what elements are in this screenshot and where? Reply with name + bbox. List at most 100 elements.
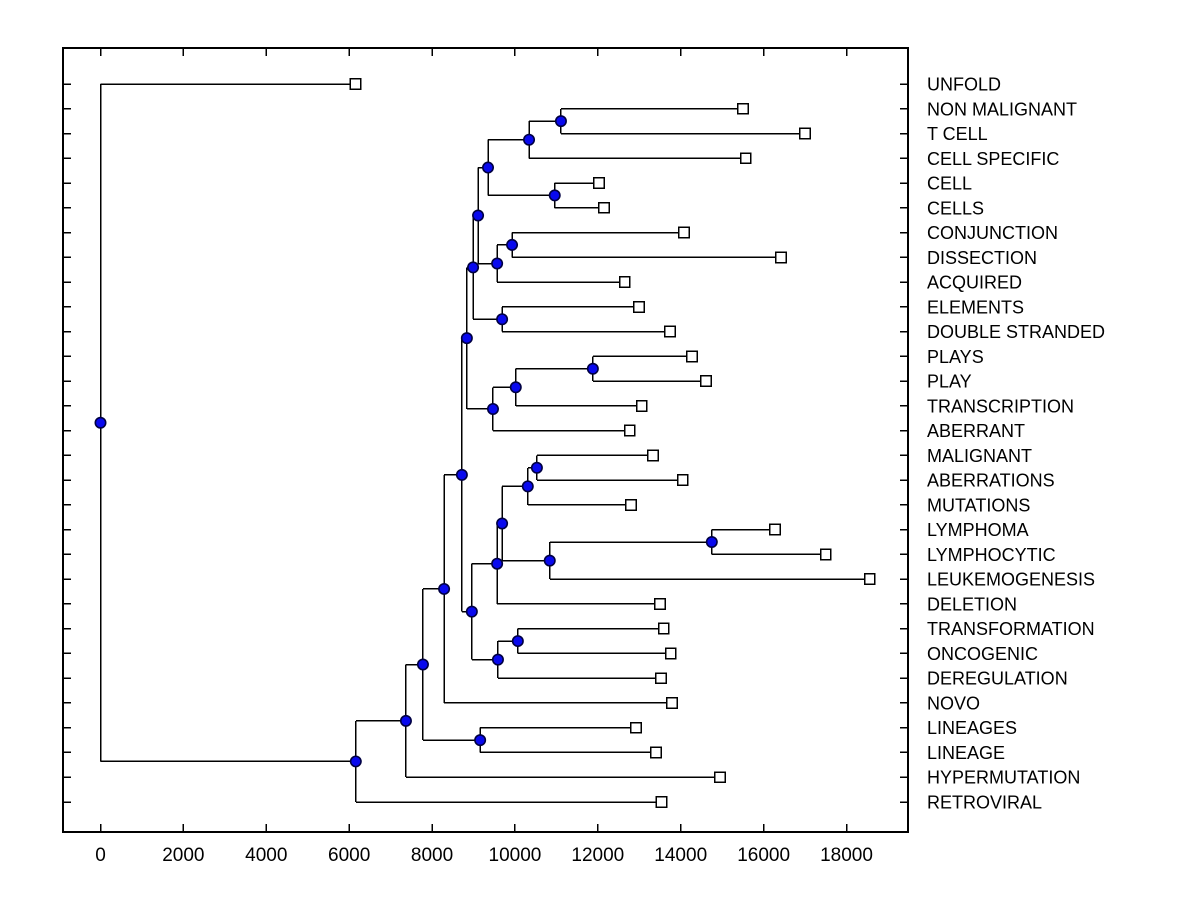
leaf-node-marker — [819, 548, 832, 561]
leaf-label: DOUBLE STRANDED — [927, 322, 1105, 342]
leaf-node-marker — [654, 597, 666, 610]
leaf-node-marker — [647, 449, 659, 462]
leaf-label: ONCOGENIC — [927, 644, 1038, 664]
branch-node-marker — [438, 582, 451, 595]
leaf-label: LINEAGE — [927, 743, 1005, 763]
branch-node-marker — [472, 209, 485, 222]
branch-node-marker — [496, 313, 509, 326]
leaf-node-marker — [736, 102, 749, 115]
x-tick-label: 10000 — [489, 845, 542, 866]
branch-node-marker — [521, 480, 534, 493]
leaf-label: T CELL — [927, 124, 988, 144]
leaf-node-marker — [676, 474, 689, 487]
x-tick-label: 4000 — [245, 845, 287, 866]
branch-node-marker — [486, 402, 499, 415]
leaf-node-marker — [714, 771, 727, 784]
leaf-node-marker — [625, 498, 637, 511]
leaf-node-marker — [775, 251, 787, 264]
leaf-label: UNFOLD — [927, 75, 1001, 95]
branch-node-marker — [467, 261, 480, 274]
branch-node-marker — [465, 605, 478, 618]
leaf-node-marker — [635, 399, 648, 412]
branch-node-marker — [482, 161, 495, 174]
leaf-label: DISSECTION — [927, 248, 1037, 268]
x-tick-label: 0 — [95, 845, 106, 866]
leaf-node-marker — [685, 350, 698, 363]
leaf-node-marker — [655, 796, 668, 808]
x-tick-label: 8000 — [411, 845, 453, 866]
branch-node-marker — [491, 653, 504, 666]
branch-node-marker — [496, 517, 509, 530]
leaf-label: LYMPHOCYTIC — [927, 545, 1056, 565]
leaf-node-marker — [632, 300, 645, 313]
leaf-label: LYMPHOMA — [927, 520, 1029, 540]
branch-node-marker — [416, 658, 429, 671]
leaf-node-marker — [593, 177, 606, 189]
leaf-label: CELLS — [927, 198, 984, 218]
branch-node-marker — [554, 115, 567, 128]
leaf-node-marker — [630, 721, 642, 734]
leaf-node-marker — [666, 697, 678, 709]
branch-node-marker — [548, 189, 561, 202]
leaf-node-marker — [654, 672, 667, 685]
x-tick-label: 2000 — [162, 845, 204, 866]
leaf-label: ABERRANT — [927, 421, 1025, 441]
leaf-label: ACQUIRED — [927, 273, 1022, 293]
branch-node-marker — [586, 362, 599, 375]
branch-node-marker — [491, 257, 504, 270]
leaf-label: TRANSFORMATION — [927, 619, 1095, 639]
leaf-label: LEUKEMOGENESIS — [927, 570, 1095, 590]
leaf-label: MUTATIONS — [927, 495, 1030, 515]
leaf-label: MALIGNANT — [927, 446, 1032, 466]
leaf-node-marker — [664, 647, 677, 660]
leaf-label: LINEAGES — [927, 718, 1017, 738]
leaf-label: HYPERMUTATION — [927, 768, 1080, 788]
branch-node-marker — [460, 332, 473, 345]
leaf-label: ELEMENTS — [927, 297, 1024, 317]
leaf-node-marker — [649, 746, 662, 759]
branch-node-marker — [509, 381, 522, 394]
leaf-node-marker — [623, 424, 636, 437]
x-tick-label: 18000 — [820, 845, 873, 866]
leaf-label: NON MALIGNANT — [927, 99, 1077, 119]
leaf-node-marker — [768, 523, 781, 536]
x-tick-label: 12000 — [571, 845, 624, 866]
branch-node-marker — [349, 755, 362, 768]
leaf-node-marker — [598, 201, 610, 214]
branch-node-marker — [705, 536, 718, 549]
leaf-label: CELL SPECIFIC — [927, 149, 1059, 169]
leaf-label: DEREGULATION — [927, 669, 1068, 689]
branch-node-marker — [511, 635, 524, 648]
leaf-label: PLAYS — [927, 347, 984, 367]
leaf-node-marker — [618, 276, 631, 289]
leaf-label: RETROVIRAL — [927, 793, 1042, 813]
branch-node-marker — [523, 133, 536, 146]
branch-node-marker — [491, 557, 504, 570]
branch-node-marker — [455, 468, 468, 481]
leaf-label: CONJUNCTION — [927, 223, 1058, 243]
x-tick-label: 14000 — [654, 845, 707, 866]
branch-node-marker — [474, 734, 487, 747]
leaf-label: NOVO — [927, 693, 980, 713]
branch-node-marker — [530, 461, 543, 474]
branch-node-marker — [399, 714, 412, 727]
x-tick-label: 6000 — [328, 845, 370, 866]
leaf-label: ABERRATIONS — [927, 471, 1055, 491]
leaf-node-marker — [739, 152, 752, 165]
leaf-label: PLAY — [927, 372, 972, 392]
leaf-node-marker — [700, 375, 712, 388]
branch-node-marker — [94, 416, 107, 429]
x-tick-label: 16000 — [737, 845, 790, 866]
leaf-label: DELETION — [927, 594, 1017, 614]
leaf-node-marker — [799, 127, 812, 140]
leaf-node-marker — [657, 622, 670, 635]
leaf-label: TRANSCRIPTION — [927, 396, 1074, 416]
leaf-node-marker — [863, 573, 876, 586]
branch-node-marker — [506, 238, 519, 251]
leaf-node-marker — [663, 325, 676, 338]
leaf-node-marker — [678, 226, 690, 239]
plot-border — [62, 47, 909, 833]
leaf-node-marker — [349, 78, 362, 90]
